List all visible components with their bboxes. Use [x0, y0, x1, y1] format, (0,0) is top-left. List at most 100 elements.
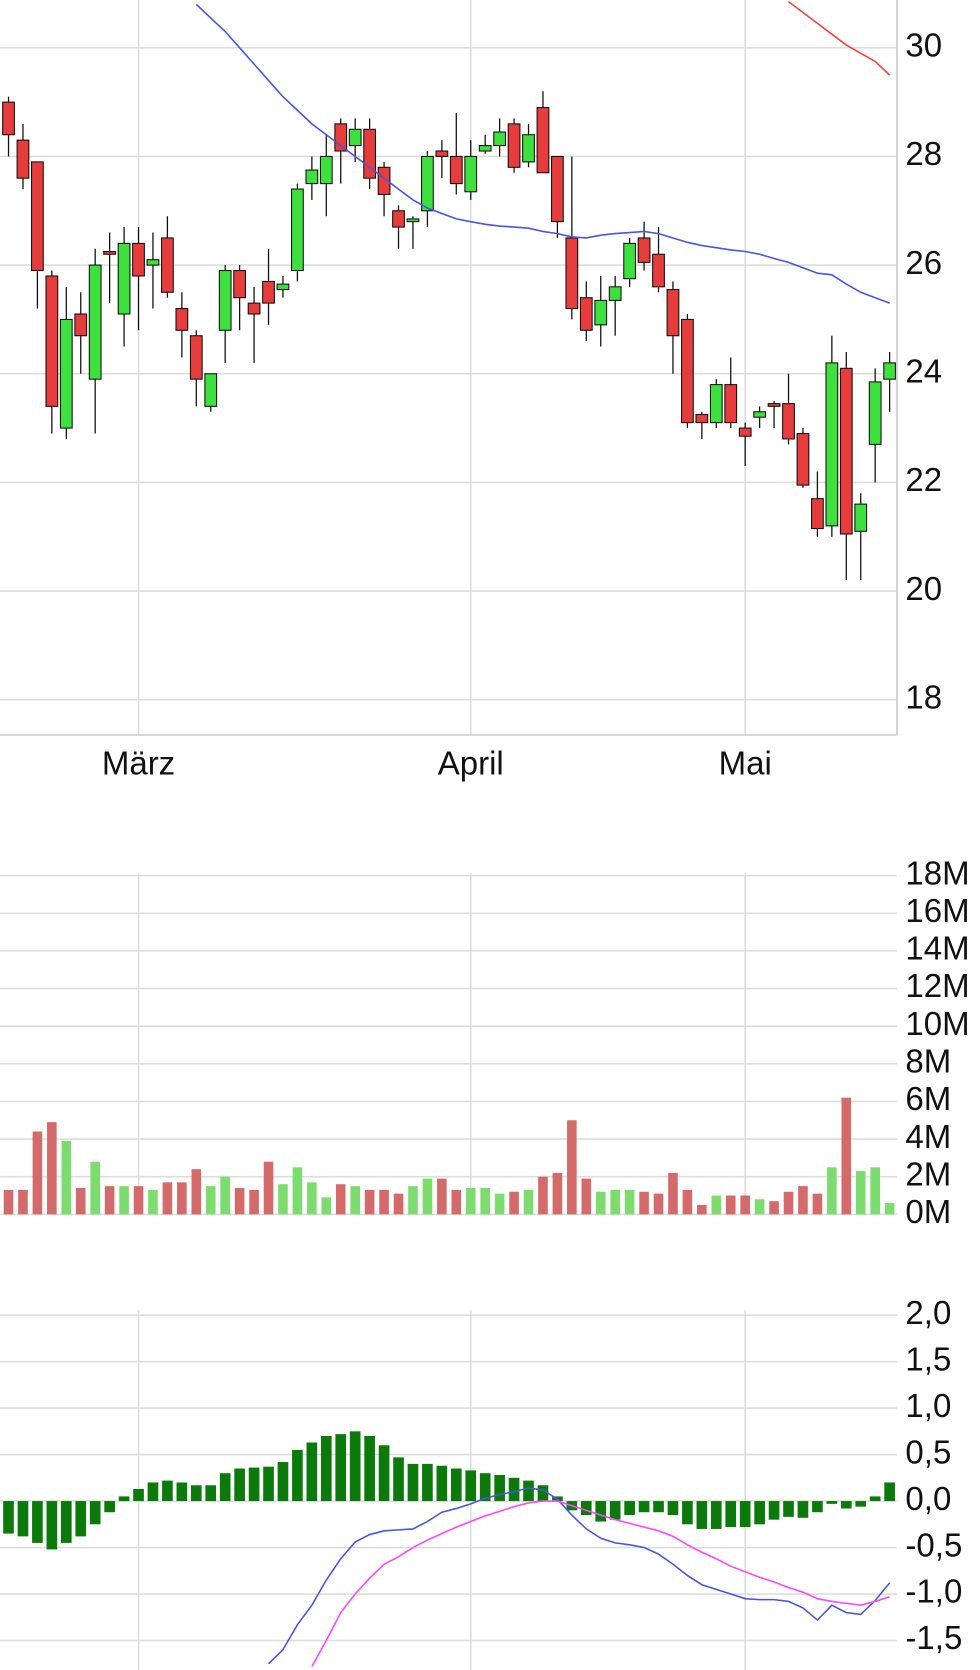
histogram-bar — [162, 1480, 173, 1502]
y-tick-label: 4M — [905, 1118, 951, 1155]
candle-body — [74, 313, 88, 337]
y-tick-label: 6M — [905, 1080, 951, 1117]
histogram-bar — [494, 1475, 505, 1502]
y-tick-label: 30 — [905, 27, 942, 64]
candle-body — [421, 155, 434, 212]
histogram-bar — [812, 1501, 823, 1513]
histogram-bar — [624, 1501, 635, 1516]
volume-bar — [422, 1178, 433, 1215]
volume-bar — [595, 1191, 606, 1215]
candle-body — [59, 318, 73, 429]
candle-body — [161, 237, 174, 293]
histogram-bar — [754, 1501, 765, 1525]
volume-bar — [234, 1188, 245, 1215]
candle-body — [2, 101, 15, 136]
histogram-bar — [436, 1465, 448, 1502]
histogram-bar — [465, 1470, 477, 1502]
x-tick-label: März — [102, 745, 175, 782]
y-tick-label: 18 — [905, 678, 942, 715]
histogram-bar — [595, 1501, 607, 1522]
candle-body — [695, 413, 709, 424]
volume-bar — [191, 1169, 202, 1215]
histogram-bar — [667, 1501, 679, 1516]
volume-bar — [307, 1182, 317, 1215]
volume-bar — [278, 1184, 288, 1215]
y-tick-label: 26 — [905, 244, 942, 281]
volume-bar — [292, 1167, 303, 1215]
volume-bar — [884, 1203, 895, 1215]
volume-bar — [162, 1182, 173, 1215]
histogram-bar — [335, 1434, 347, 1502]
histogram-bar — [60, 1501, 72, 1543]
y-tick-label: 1,5 — [905, 1340, 951, 1377]
y-tick-label: 22 — [905, 461, 942, 498]
candle-body — [522, 134, 535, 163]
histogram-bar — [263, 1466, 274, 1502]
histogram-bar — [696, 1501, 708, 1529]
volume-bar — [668, 1172, 678, 1215]
histogram-bar — [306, 1442, 318, 1502]
volume-bar — [798, 1186, 808, 1215]
candle-body — [493, 131, 507, 147]
y-tick-label: -0,5 — [905, 1526, 962, 1563]
line — [195, 3, 890, 304]
histogram-bar — [118, 1496, 130, 1502]
candle-body — [117, 242, 131, 315]
y-tick-label: 0M — [905, 1193, 951, 1230]
candle-body — [767, 403, 781, 407]
volume-bar — [350, 1186, 360, 1215]
candle-body — [565, 237, 579, 310]
x-tick-label: April — [438, 745, 504, 782]
candle-body — [868, 381, 882, 445]
candle-body — [406, 218, 420, 223]
candle-body — [839, 367, 853, 535]
histogram-bar — [378, 1445, 390, 1502]
candle-body — [811, 498, 824, 530]
y-tick-label: 2,0 — [905, 1294, 951, 1331]
volume-bar — [610, 1189, 620, 1215]
y-tick-label: 12M — [905, 967, 969, 1004]
volume-bar — [538, 1176, 548, 1215]
histogram-bar — [89, 1501, 101, 1525]
volume-bar — [494, 1193, 505, 1215]
candle-body — [204, 373, 218, 407]
y-tick-label: 8M — [905, 1043, 951, 1080]
histogram-bar — [653, 1501, 664, 1513]
histogram-bar — [234, 1468, 245, 1502]
volume-bar — [148, 1189, 158, 1215]
histogram-bar — [292, 1449, 303, 1502]
candle-body — [392, 210, 405, 228]
candle-body — [652, 253, 665, 288]
candle-body — [579, 297, 593, 331]
line — [267, 1487, 891, 1665]
y-tick-label: -1,5 — [905, 1619, 962, 1656]
y-tick-label: 0,5 — [905, 1433, 951, 1470]
candle-body — [218, 269, 232, 331]
volume-bar — [3, 1189, 14, 1215]
y-tick-label: 28 — [905, 135, 942, 172]
candle-body — [247, 302, 261, 315]
candle-body — [435, 150, 449, 157]
histogram-bar — [32, 1501, 43, 1543]
histogram-bar — [508, 1477, 520, 1502]
histogram-bar — [826, 1501, 838, 1504]
candle-body — [782, 403, 795, 440]
volume-bar — [624, 1189, 635, 1215]
candle-body — [363, 128, 377, 179]
candle-body — [348, 128, 362, 147]
histogram-bar — [783, 1501, 794, 1517]
volume-bar — [639, 1191, 649, 1215]
y-tick-label: 20 — [905, 570, 942, 607]
candle-body — [276, 283, 290, 291]
volume-bar — [249, 1189, 259, 1215]
volume-bar — [47, 1122, 57, 1215]
volume-bar — [133, 1186, 144, 1215]
histogram-bar — [537, 1485, 549, 1502]
histogram-bar — [739, 1501, 751, 1528]
histogram-bar — [190, 1485, 202, 1502]
volume-bar — [827, 1167, 837, 1215]
histogram-bar — [104, 1501, 115, 1513]
line — [311, 1500, 890, 1667]
histogram-bar — [277, 1462, 289, 1502]
